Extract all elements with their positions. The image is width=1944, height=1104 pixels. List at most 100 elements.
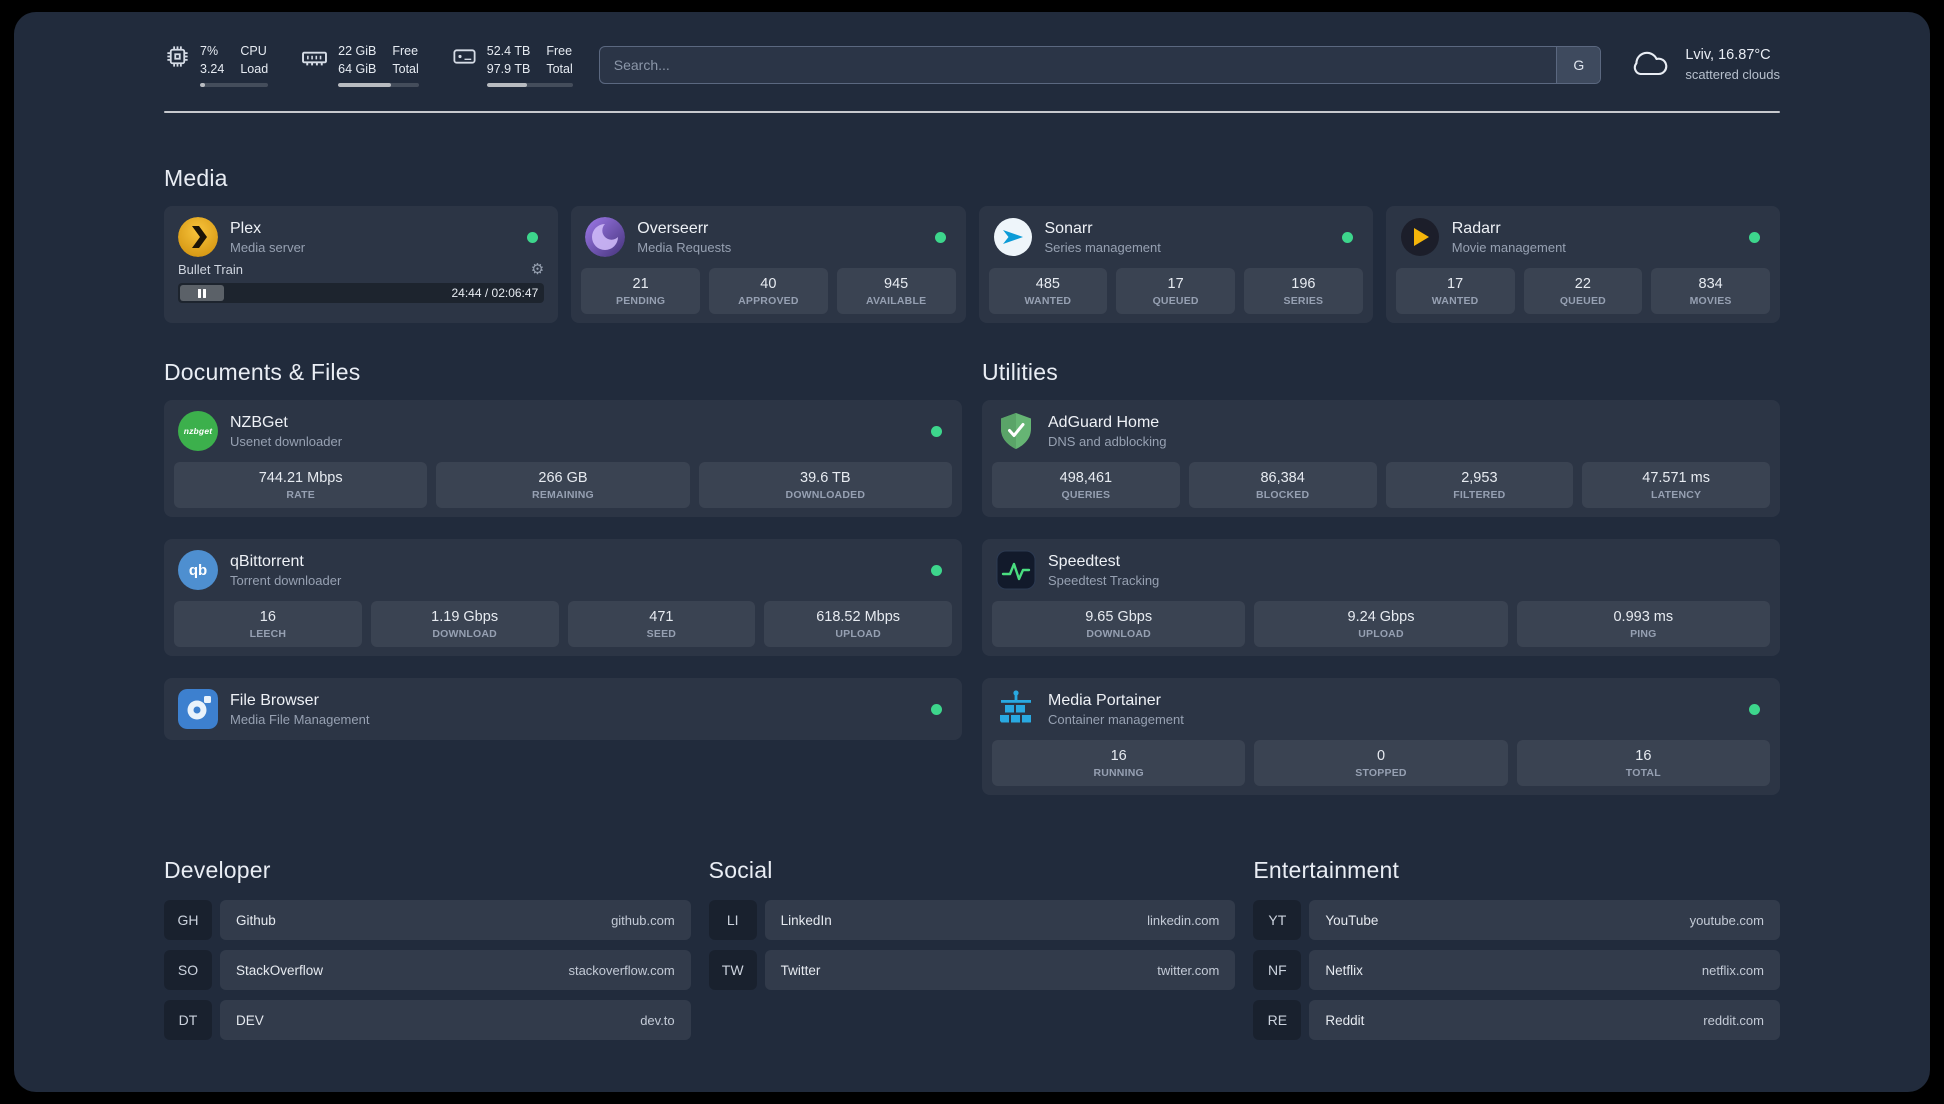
stat-value: 266 GB bbox=[538, 470, 588, 487]
stat-value: 945 bbox=[884, 276, 909, 293]
status-online-dot bbox=[931, 703, 942, 715]
disk-icon bbox=[451, 43, 478, 70]
service-name: AdGuard Home bbox=[1048, 413, 1160, 431]
service-card-radarr[interactable]: Radarr Movie management 17 WANTED 22 QUEUED 83… bbox=[1385, 206, 1780, 324]
disk-total-label: Total bbox=[546, 62, 573, 77]
status-online-dot bbox=[931, 425, 942, 437]
service-subtitle: Container management bbox=[1048, 711, 1184, 727]
bookmark-linkedin[interactable]: LI LinkedIn linkedin.com bbox=[708, 900, 1236, 941]
stat-label: REMAINING bbox=[532, 489, 594, 502]
service-card-file-browser[interactable]: File Browser Media File Management bbox=[164, 678, 962, 741]
status-online-dot bbox=[1749, 703, 1760, 715]
bookmark-dev[interactable]: DT DEV dev.to bbox=[164, 1000, 691, 1041]
stat-label: APPROVED bbox=[738, 295, 799, 308]
topbar-divider bbox=[164, 111, 1780, 114]
bookmark-github[interactable]: GH Github github.com bbox=[164, 900, 691, 941]
weather-condition: scattered clouds bbox=[1685, 66, 1780, 82]
service-card-overseerr[interactable]: Overseerr Media Requests 21 PENDING 40 APPROV… bbox=[571, 206, 966, 324]
status-online-dot bbox=[527, 231, 539, 243]
bookmark-youtube[interactable]: YT YouTube youtube.com bbox=[1253, 900, 1780, 941]
stat-label: SERIES bbox=[1283, 295, 1324, 308]
stat-value: 485 bbox=[1035, 276, 1060, 293]
bookmark-twitter[interactable]: TW Twitter twitter.com bbox=[708, 950, 1236, 991]
overseerr-icon bbox=[585, 217, 626, 258]
disk-usage-bar bbox=[486, 83, 573, 88]
service-name: Plex bbox=[230, 219, 262, 237]
stat-value: 17 bbox=[1447, 276, 1464, 293]
bookmark-group-developer: Developer GH Github github.com SO StackOverfl… bbox=[164, 857, 691, 1041]
bookmark-reddit[interactable]: RE Reddit reddit.com bbox=[1253, 1000, 1780, 1041]
gear-icon[interactable]: ⚙ bbox=[530, 261, 545, 279]
stat-value: 1.19 Gbps bbox=[431, 609, 499, 626]
cloud-icon bbox=[1627, 45, 1673, 85]
section-documents: Documents & Files nzbget NZBGet Usenet dow… bbox=[164, 359, 962, 741]
disk-total-value: 97.9 TB bbox=[486, 62, 531, 77]
ram-icon bbox=[300, 43, 329, 72]
service-subtitle: DNS and adblocking bbox=[1048, 433, 1167, 449]
memory-widget: 22 GiB 64 GiB Free Total bbox=[300, 42, 419, 88]
cpu-load-label: Load bbox=[240, 62, 269, 77]
section-utilities: Utilities AdGuard Home DNS and adblocking… bbox=[982, 359, 1780, 796]
stat-tile-available: 945 AVAILABLE bbox=[836, 268, 956, 315]
stat-label: QUEUED bbox=[1559, 295, 1606, 308]
bookmark-name: Netflix bbox=[1325, 962, 1363, 978]
stat-value: 16 bbox=[1635, 748, 1652, 765]
bookmark-group-entertainment: Entertainment YT YouTube youtube.com NF Netfl… bbox=[1253, 857, 1780, 1041]
service-card-nzbget[interactable]: nzbget NZBGet Usenet downloader 744.21 Mbps… bbox=[164, 400, 962, 518]
system-metrics: 7% 3.24 CPU Load bbox=[164, 42, 573, 88]
radarr-icon bbox=[1400, 217, 1440, 257]
now-playing-title: Bullet Train bbox=[178, 262, 244, 278]
service-name: File Browser bbox=[230, 691, 319, 709]
bookmark-netflix[interactable]: NF Netflix netflix.com bbox=[1253, 950, 1780, 991]
stat-tile-approved: 40 APPROVED bbox=[709, 268, 828, 315]
stat-tile-total: 16 TOTAL bbox=[1516, 740, 1770, 787]
bookmark-abbr: RE bbox=[1253, 1000, 1302, 1041]
stat-value: 40 bbox=[760, 276, 777, 293]
service-card-qbittorrent[interactable]: qb qBittorrent Torrent downloader 16 LEECH 1.… bbox=[164, 539, 962, 657]
service-card-adguard-home[interactable]: AdGuard Home DNS and adblocking 498,461 QUE… bbox=[982, 400, 1780, 518]
disk-free-label: Free bbox=[546, 44, 573, 58]
stat-label: BLOCKED bbox=[1255, 489, 1310, 502]
pause-button[interactable] bbox=[180, 285, 224, 302]
stat-tile-leech: 16 LEECH bbox=[174, 601, 362, 648]
stat-value: 834 bbox=[1698, 276, 1723, 293]
bookmark-name: YouTube bbox=[1325, 912, 1379, 928]
bookmark-name: Reddit bbox=[1325, 1012, 1365, 1028]
search-provider-button[interactable]: G bbox=[1556, 46, 1601, 83]
service-card-sonarr[interactable]: Sonarr Series management 485 WANTED 17 QUEUED… bbox=[978, 206, 1373, 324]
stat-label: QUEUED bbox=[1152, 295, 1199, 308]
playback-progress-bar[interactable]: 24:44 / 02:06:47 bbox=[178, 283, 545, 304]
bookmark-url: netflix.com bbox=[1701, 962, 1764, 978]
service-card-media-portainer[interactable]: Media Portainer Container management 16 RUN… bbox=[982, 678, 1780, 796]
bookmark-stackoverflow[interactable]: SO StackOverflow stackoverflow.com bbox=[164, 950, 691, 991]
stat-label: PENDING bbox=[616, 295, 666, 308]
service-card-speedtest[interactable]: Speedtest Speedtest Tracking 9.65 Gbps DOWN… bbox=[982, 539, 1780, 657]
documents-cards: nzbget NZBGet Usenet downloader 744.21 Mbps… bbox=[164, 400, 962, 741]
stat-tile-downloaded: 39.6 TB DOWNLOADED bbox=[698, 462, 952, 509]
stat-label: UPLOAD bbox=[835, 628, 881, 641]
status-online-dot bbox=[1341, 231, 1353, 243]
bookmarks-area: Developer GH Github github.com SO StackOverfl… bbox=[164, 857, 1780, 1080]
service-card-plex[interactable]: Plex Media server Bullet Train ⚙ 24:44 / 02:… bbox=[164, 206, 559, 324]
stat-value: 196 bbox=[1291, 276, 1316, 293]
stat-tile-queued: 22 QUEUED bbox=[1523, 268, 1643, 315]
stat-value: 471 bbox=[649, 609, 674, 626]
memory-free-value: 22 GiB bbox=[338, 44, 377, 58]
status-online-dot bbox=[931, 564, 942, 576]
service-name: NZBGet bbox=[230, 413, 288, 431]
utilities-cards: AdGuard Home DNS and adblocking 498,461 QUE… bbox=[982, 400, 1780, 796]
section-title-social: Social bbox=[708, 857, 773, 884]
service-subtitle: Media Requests bbox=[637, 239, 732, 255]
stat-tile-movies: 834 MOVIES bbox=[1651, 268, 1770, 315]
stat-tile-running: 16 RUNNING bbox=[992, 740, 1246, 787]
service-name: Radarr bbox=[1451, 219, 1501, 237]
search-input[interactable] bbox=[598, 45, 1602, 84]
bookmark-group-social: Social LI LinkedIn linkedin.com TW Twitter twi… bbox=[708, 857, 1236, 1040]
stat-tile-blocked: 86,384 BLOCKED bbox=[1188, 462, 1377, 509]
service-name: Overseerr bbox=[637, 219, 709, 237]
stat-tile-ping: 0.993 ms PING bbox=[1516, 601, 1770, 648]
dashboard-root: 7% 3.24 CPU Load bbox=[14, 12, 1930, 1092]
service-name: Sonarr bbox=[1044, 219, 1093, 237]
bookmark-name: Github bbox=[236, 912, 276, 928]
bookmark-abbr: SO bbox=[164, 950, 212, 991]
